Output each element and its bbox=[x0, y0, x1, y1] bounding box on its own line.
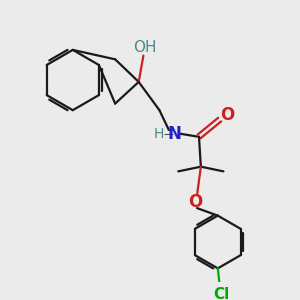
Text: N: N bbox=[167, 125, 182, 143]
Text: OH: OH bbox=[134, 40, 157, 55]
Text: —: — bbox=[163, 129, 173, 139]
Text: H: H bbox=[153, 127, 164, 141]
Text: O: O bbox=[220, 106, 234, 124]
Text: O: O bbox=[188, 194, 202, 211]
Text: Cl: Cl bbox=[213, 287, 230, 300]
